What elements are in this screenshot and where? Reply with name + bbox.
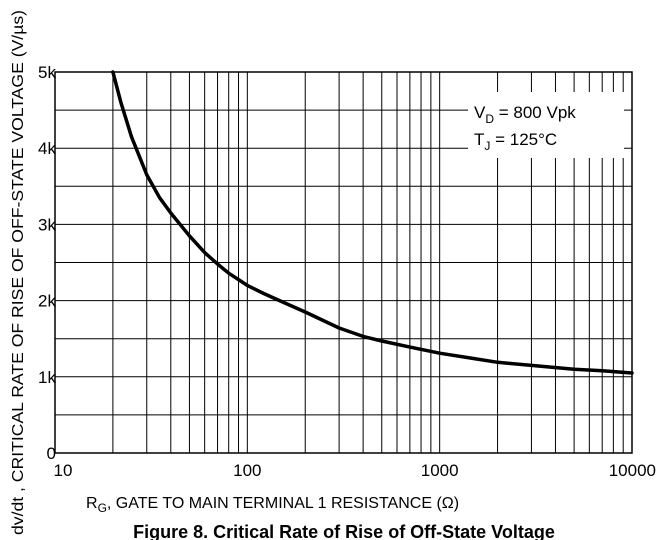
y-tick-label: 2k xyxy=(38,292,56,311)
annotation-vd: VD = 800 Vpk xyxy=(474,103,576,126)
plot-frame xyxy=(54,71,633,454)
tick-labels: 10 100 1000 10000 0 1k 2k 3k 4k 5k xyxy=(38,63,656,480)
x-axis-title: RG, GATE TO MAIN TERMINAL 1 RESISTANCE (… xyxy=(86,495,459,515)
y-tick-label: 3k xyxy=(38,215,56,234)
y-axis-title: dv/dt , CRITICAL RATE OF RISE OF OFF-STA… xyxy=(10,10,27,535)
series-line xyxy=(111,70,634,375)
x-tick-label: 100 xyxy=(233,461,261,480)
x-tick-label: 10000 xyxy=(609,461,656,480)
y-tick-label: 1k xyxy=(38,368,56,387)
x-tick-label: 10 xyxy=(54,461,73,480)
y-tick-label: 0 xyxy=(47,444,56,463)
annotation-tj: TJ = 125°C xyxy=(474,130,557,153)
grid xyxy=(55,72,632,453)
y-tick-label: 5k xyxy=(38,63,56,82)
annotation-box xyxy=(468,92,624,158)
figure-caption: Figure 8. Critical Rate of Rise of Off-S… xyxy=(133,522,555,540)
x-tick-label: 1000 xyxy=(421,461,459,480)
y-tick-label: 4k xyxy=(38,139,56,158)
